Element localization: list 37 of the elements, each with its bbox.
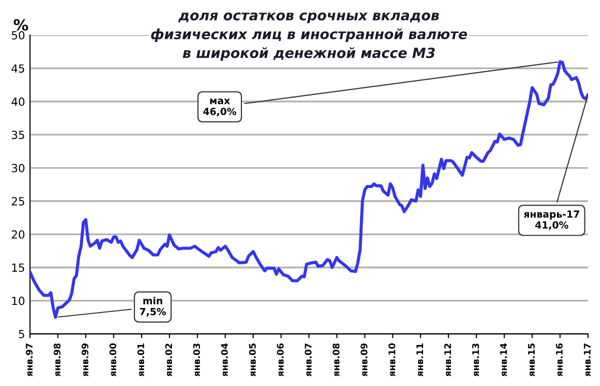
y-tick-label: 40 [12,97,24,106]
x-tick-label: янв.00 [109,343,116,376]
y-tick-label: 30 [12,164,24,172]
y-tick-label: 15 [12,264,24,272]
x-tick-label: янв.09 [360,343,368,376]
annotation: январь-17 41,0% [524,210,580,230]
chart-title: доля остатков срочных вкладов физических лиц в иностранной валюте в широкой денежной массе М3 [151,12,468,61]
y-tick-label: 50 [12,31,24,40]
x-tick-label: янв.02 [165,344,172,376]
x-tick-label: янв.07 [304,344,312,376]
x-tick-label: янв.12 [444,344,451,376]
x-tick-label: янв.11 [416,344,424,376]
y-axis-title: % [14,19,28,31]
x-tick-label: янв.17 [584,344,590,376]
y-tick-label: 20 [12,230,24,239]
x-tick-label: янв.97 [26,344,33,376]
x-tick-label: янв.98 [54,343,60,376]
x-tick-label: янв.06 [276,343,284,376]
x-tick-label: янв.15 [528,344,535,376]
x-tick-label: янв.14 [500,343,507,376]
x-tick-label: янв.04 [221,343,228,376]
annotation: min 7,5% [140,296,166,317]
x-tick-label: янв.99 [82,343,88,376]
x-tick-label: янв.01 [137,344,144,376]
y-tick-label: 35 [12,130,24,140]
x-tick-label: янв.16 [556,343,563,376]
x-tick-label: янв.13 [472,344,480,376]
x-tick-label: янв.10 [388,343,396,376]
annotation: мах 46,0% [203,98,236,116]
y-tick-label: 5 [18,330,24,338]
x-tick-label: янв.03 [193,344,200,376]
y-tick-label: 10 [12,296,24,306]
x-tick-label: янв.08 [332,343,340,376]
y-tick-label: 45 [12,64,24,73]
y-tick-label: 25 [12,197,24,206]
x-tick-label: янв.05 [248,344,256,376]
line-series [30,60,588,319]
